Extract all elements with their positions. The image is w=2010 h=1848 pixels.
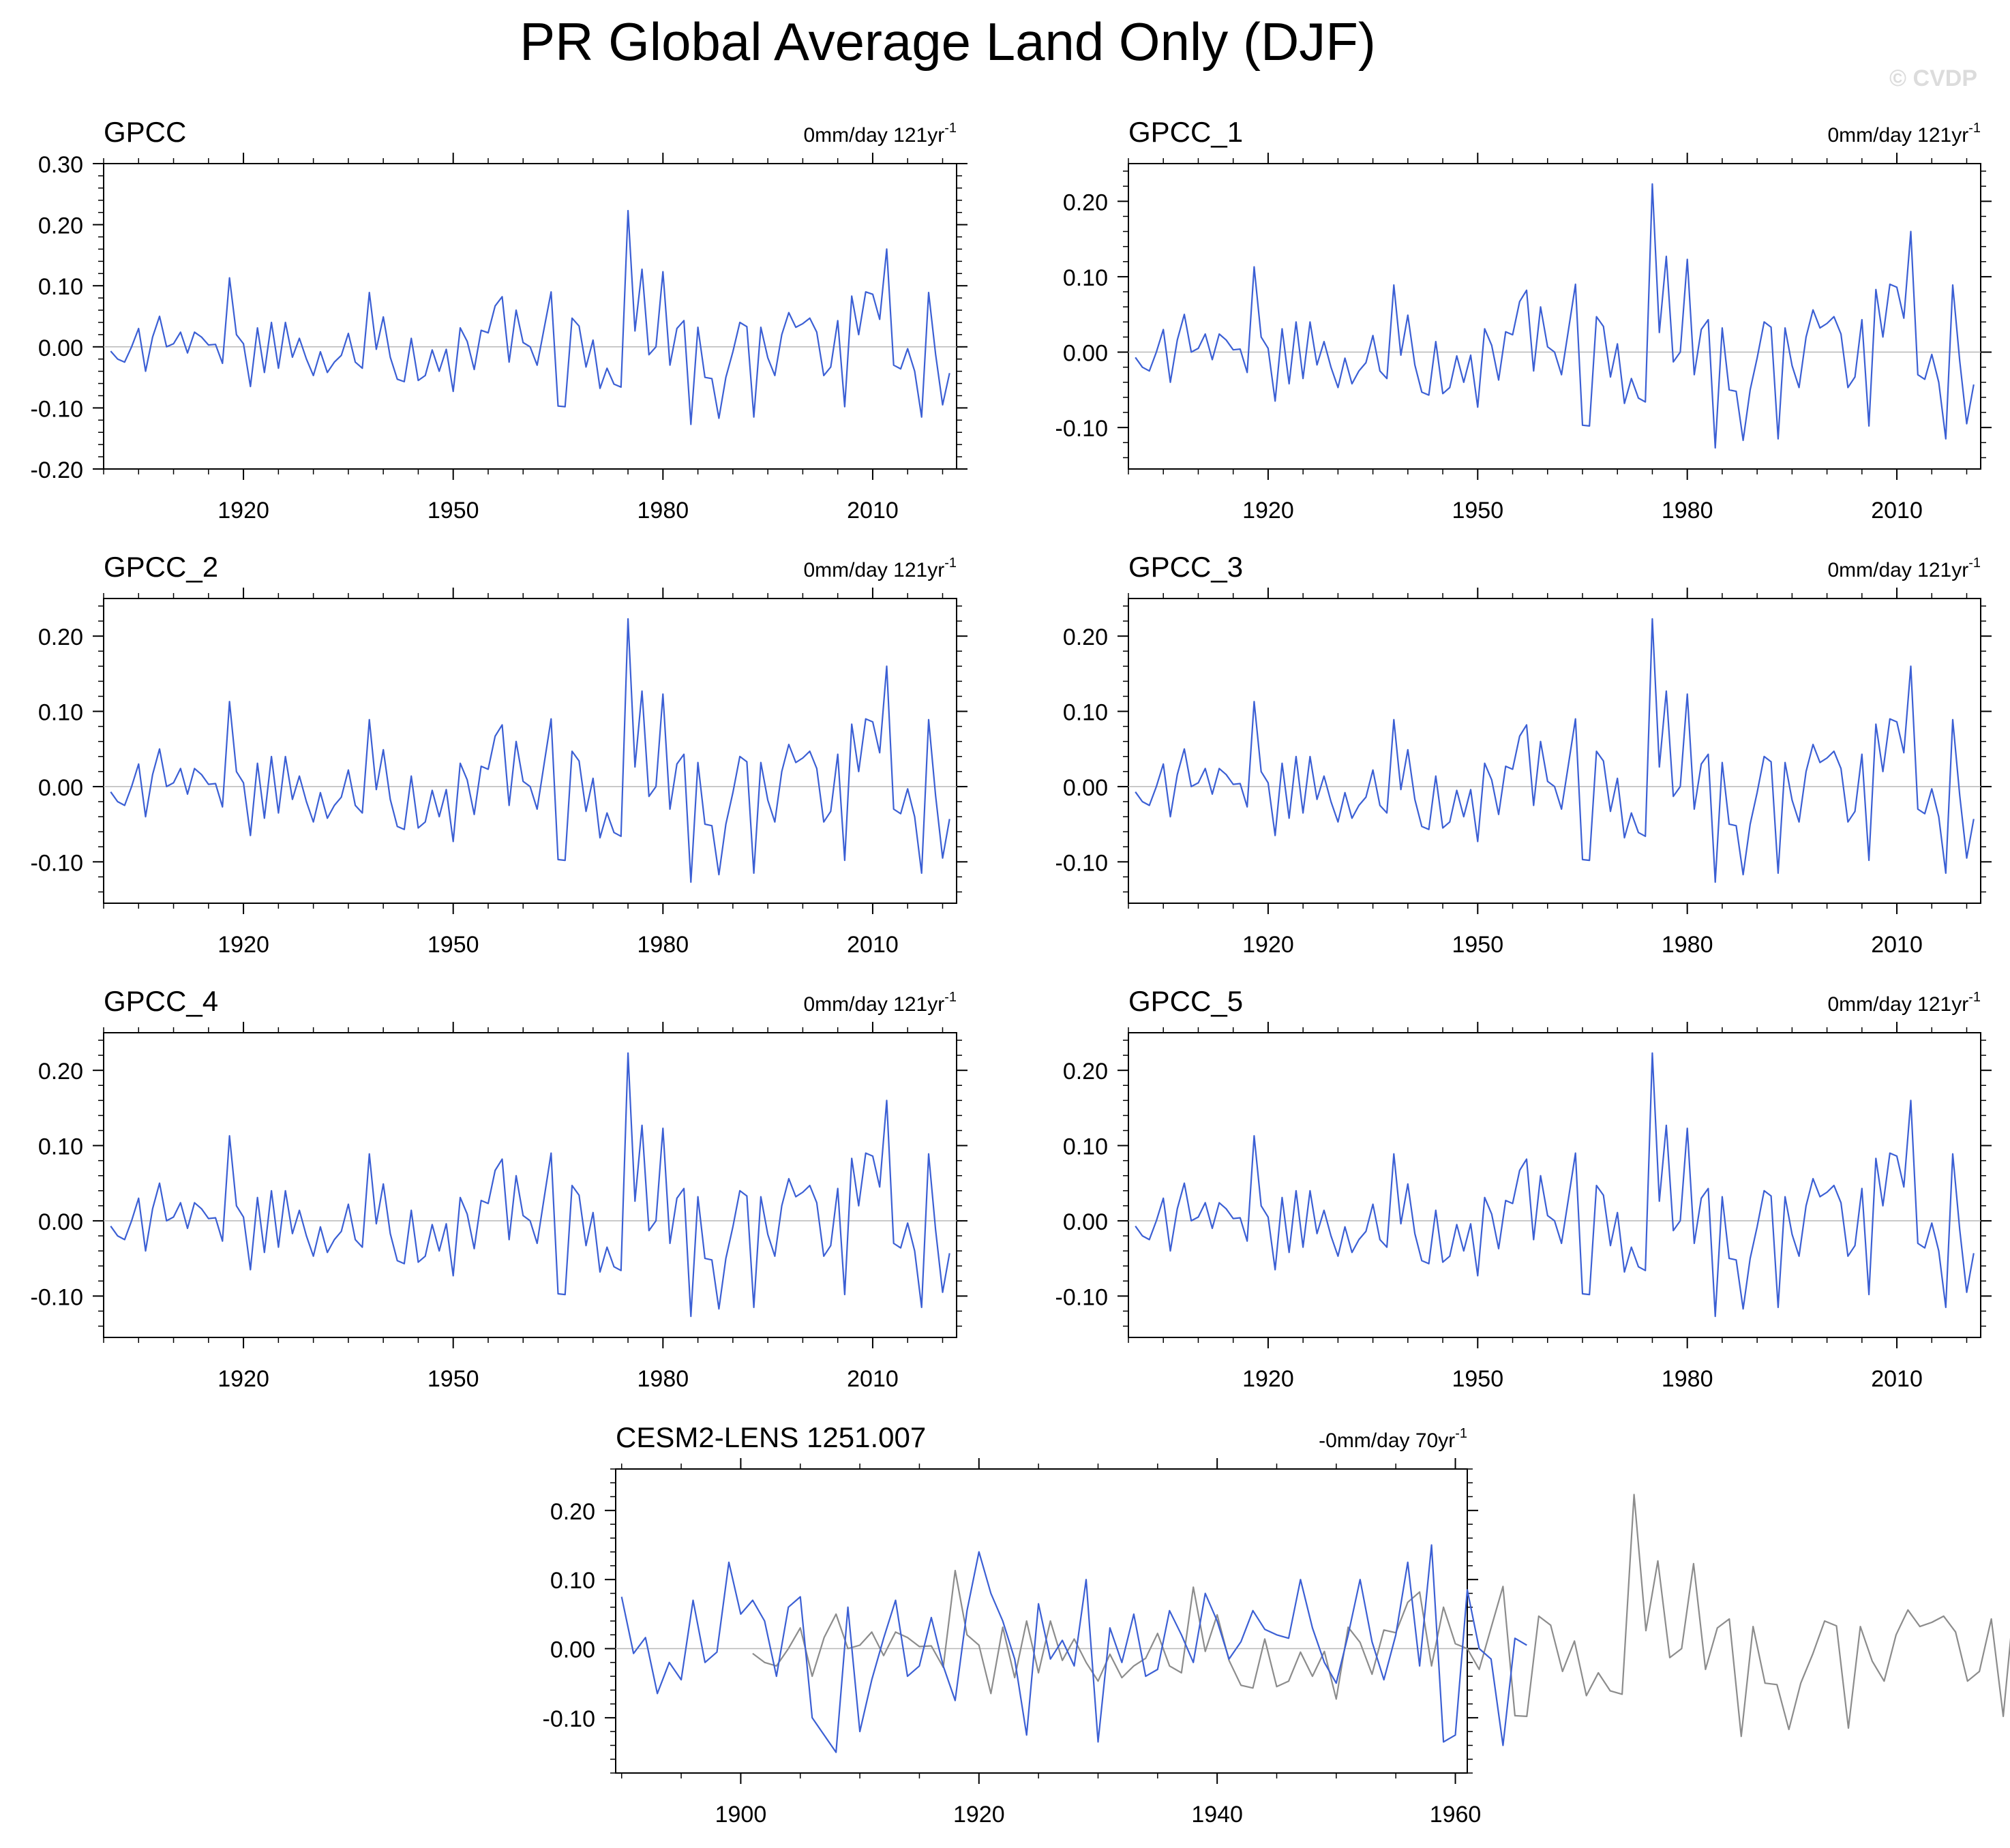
- panel-cesm2-lens-1251-007: CESM2-LENS 1251.007 -0mm/day 70yr-1 0.20 0.…: [543, 1421, 2010, 1828]
- panel-title: GPCC_2: [104, 551, 218, 583]
- x-tick-label: 1950: [1452, 1366, 1503, 1392]
- y-tick-label: 0.20: [38, 624, 83, 650]
- panel-gpcc-4: GPCC_4 0mm/day 121yr-1 0.20 0.10 0.00 -0.10 19…: [31, 985, 967, 1392]
- trend-label: -0mm/day 70yr-1: [1319, 1426, 1467, 1452]
- y-tick-label: 0.10: [38, 274, 83, 300]
- y-tick-label: 0.00: [38, 335, 83, 361]
- y-tick-label: 0.20: [38, 1059, 83, 1085]
- y-tick-label: 0.20: [38, 213, 83, 239]
- trend-label: 0mm/day 121yr-1: [803, 121, 957, 147]
- panel-gpcc-1: GPCC_1 0mm/day 121yr-1 0.20 0.10 0.00 -0.10 19…: [1055, 116, 1992, 524]
- series-line-gpcc-5: [1135, 1052, 1975, 1318]
- x-tick-label: 2010: [1871, 498, 1923, 524]
- x-tick-label: 1960: [1430, 1802, 1482, 1828]
- panel-title: GPCC: [104, 116, 186, 148]
- series-line-gpcc-4: [110, 1052, 950, 1318]
- y-tick-label: -0.10: [1055, 1284, 1109, 1310]
- plot-frame: [103, 1032, 957, 1338]
- watermark: © CVDP: [1889, 65, 1977, 91]
- x-tick-label: 1940: [1191, 1802, 1243, 1828]
- y-tick-label: -0.10: [31, 396, 84, 422]
- y-tick-label: -0.10: [31, 1284, 84, 1310]
- panel-gpcc-3: GPCC_3 0mm/day 121yr-1 0.20 0.10 0.00 -0.10 19…: [1055, 551, 1992, 958]
- plot-frame: [1128, 1032, 1981, 1338]
- series-line-gpcc: [110, 209, 950, 425]
- plot-frame: [1128, 598, 1981, 904]
- x-tick-label: 1920: [217, 932, 269, 958]
- series-line-gpcc-overlay: [752, 1494, 2010, 1738]
- panel-title: CESM2-LENS 1251.007: [616, 1421, 926, 1453]
- panels: GPCC 0mm/day 121yr-1 0.30 0.20 0.10 0.00 -0.10…: [31, 116, 2010, 1828]
- y-tick-label: -0.20: [31, 457, 84, 483]
- x-tick-label: 1950: [1452, 932, 1503, 958]
- x-tick-label: 1980: [638, 932, 689, 958]
- x-tick-label: 1920: [217, 498, 269, 524]
- y-tick-label: -0.10: [543, 1706, 596, 1732]
- trend-label: 0mm/day 121yr-1: [803, 990, 957, 1016]
- trend-label: 0mm/day 121yr-1: [1827, 556, 1981, 581]
- y-tick-label: 0.00: [1063, 341, 1108, 367]
- y-tick-label: 0.10: [1063, 1134, 1108, 1160]
- panel-title: GPCC_3: [1128, 551, 1243, 583]
- x-tick-label: 1920: [1242, 1366, 1294, 1392]
- x-tick-label: 1980: [1662, 1366, 1713, 1392]
- trend-label: 0mm/day 121yr-1: [803, 556, 957, 581]
- y-tick-label: 0.10: [550, 1568, 595, 1594]
- x-tick-label: 1950: [1452, 498, 1503, 524]
- x-tick-label: 2010: [847, 932, 899, 958]
- y-tick-label: 0.30: [38, 152, 83, 178]
- x-tick-label: 1980: [638, 498, 689, 524]
- y-tick-label: 0.20: [1063, 1059, 1108, 1085]
- y-tick-label: 0.10: [1063, 700, 1108, 726]
- y-tick-label: 0.00: [1063, 1209, 1108, 1235]
- x-tick-label: 1980: [1662, 932, 1713, 958]
- x-tick-label: 1920: [1242, 498, 1294, 524]
- panel-title: GPCC_4: [104, 985, 218, 1017]
- x-tick-label: 1980: [638, 1366, 689, 1392]
- y-tick-label: 0.20: [550, 1499, 595, 1525]
- plot-frame: [103, 163, 957, 470]
- x-tick-label: 2010: [1871, 932, 1923, 958]
- x-tick-label: 2010: [847, 1366, 899, 1392]
- y-tick-label: 0.00: [38, 1209, 83, 1235]
- panel-title: GPCC_5: [1128, 985, 1243, 1017]
- panel-gpcc-5: GPCC_5 0mm/day 121yr-1 0.20 0.10 0.00 -0.10 19…: [1055, 985, 1992, 1392]
- y-tick-label: -0.10: [31, 850, 84, 876]
- series-line-cesm2-lens-1251-007: [620, 1544, 1527, 1753]
- y-tick-label: -0.10: [1055, 850, 1109, 876]
- trend-label: 0mm/day 121yr-1: [1827, 990, 1981, 1016]
- trend-label: 0mm/day 121yr-1: [1827, 121, 1981, 147]
- plot-frame: [1128, 163, 1981, 470]
- panel-gpcc: GPCC 0mm/day 121yr-1 0.30 0.20 0.10 0.00 -0.10…: [31, 116, 967, 524]
- series-line-gpcc-3: [1135, 618, 1975, 883]
- x-tick-label: 1950: [427, 932, 479, 958]
- series-line-gpcc-1: [1135, 183, 1975, 449]
- x-tick-label: 1920: [217, 1366, 269, 1392]
- x-tick-label: 1920: [1242, 932, 1294, 958]
- figure-title: PR Global Average Land Only (DJF): [520, 12, 1376, 72]
- plot-frame: [103, 598, 957, 904]
- y-tick-label: 0.10: [38, 700, 83, 726]
- x-tick-label: 1920: [953, 1802, 1005, 1828]
- y-tick-label: 0.00: [550, 1637, 595, 1663]
- y-tick-label: 0.00: [1063, 775, 1108, 801]
- panel-gpcc-2: GPCC_2 0mm/day 121yr-1 0.20 0.10 0.00 -0.10 19…: [31, 551, 967, 958]
- x-tick-label: 1950: [427, 1366, 479, 1392]
- x-tick-label: 2010: [847, 498, 899, 524]
- y-tick-label: 0.00: [38, 775, 83, 801]
- x-tick-label: 1980: [1662, 498, 1713, 524]
- y-tick-label: -0.10: [1055, 416, 1109, 442]
- y-tick-label: 0.10: [38, 1134, 83, 1160]
- series-line-gpcc-2: [110, 618, 950, 883]
- x-tick-label: 1900: [715, 1802, 767, 1828]
- panel-title: GPCC_1: [1128, 116, 1243, 148]
- y-tick-label: 0.10: [1063, 265, 1108, 291]
- y-tick-label: 0.20: [1063, 624, 1108, 650]
- y-tick-label: 0.20: [1063, 190, 1108, 215]
- x-tick-label: 1950: [427, 498, 479, 524]
- x-tick-label: 2010: [1871, 1366, 1923, 1392]
